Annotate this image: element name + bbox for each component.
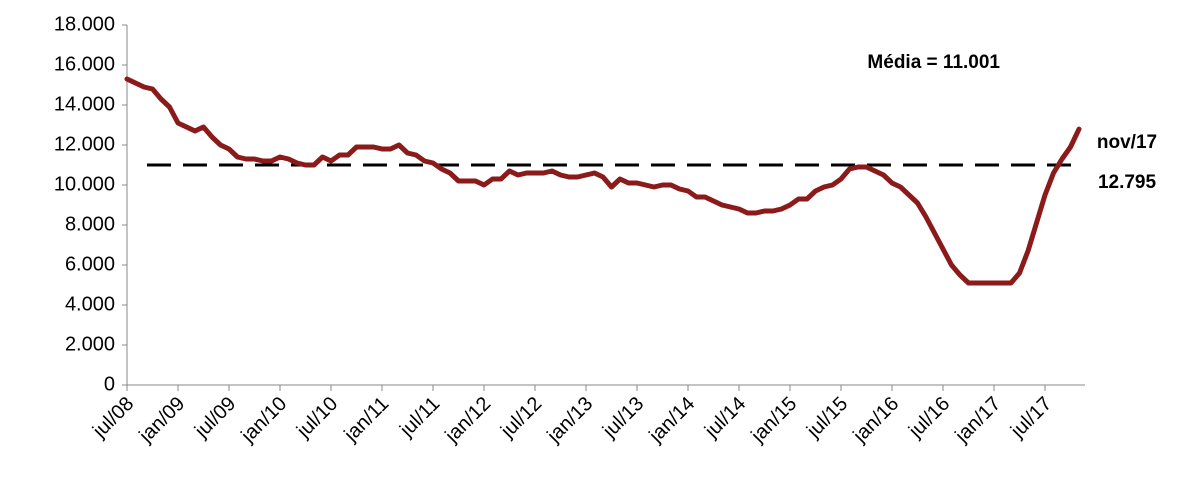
y-tick-label: 6.000 — [65, 253, 115, 275]
x-tick-label: jan/09 — [134, 393, 189, 448]
x-tick-label: jan/10 — [236, 393, 291, 448]
last-value-label: 12.795 — [1098, 172, 1157, 193]
x-tick-label: jul/10 — [292, 393, 342, 443]
x-tick-label: jul/11 — [395, 393, 444, 442]
y-tick-label: 18.000 — [54, 13, 115, 35]
x-tick-label: jul/14 — [700, 393, 750, 443]
y-tick-label: 2.000 — [65, 333, 115, 355]
y-tick-label: 16.000 — [54, 53, 115, 75]
y-tick-label: 14.000 — [54, 93, 115, 115]
y-tick-label: 10.000 — [54, 173, 115, 195]
y-tick-label: 12.000 — [54, 133, 115, 155]
x-tick-label: jan/13 — [542, 393, 597, 448]
y-tick-label: 8.000 — [65, 213, 115, 235]
x-tick-label: jul/13 — [598, 393, 648, 443]
x-tick-label: jan/12 — [440, 393, 495, 448]
x-tick-label: jul/17 — [1006, 393, 1056, 443]
x-tick-label: jan/15 — [746, 393, 801, 448]
series-line — [124, 76, 1082, 286]
x-tick-label: jan/17 — [950, 393, 1005, 448]
last-point-label: nov/17 — [1097, 132, 1157, 153]
x-tick-label: jan/16 — [848, 393, 903, 448]
x-tick-label: jul/09 — [190, 393, 240, 443]
y-tick-label: 0 — [104, 373, 115, 395]
x-tick-label: jul/16 — [904, 393, 954, 443]
x-tick-label: jul/12 — [496, 393, 546, 443]
x-tick-label: jul/08 — [88, 393, 138, 443]
y-tick-label: 4.000 — [65, 293, 115, 315]
mean-annotation: Média = 11.001 — [867, 52, 1000, 73]
x-tick-label: jul/15 — [802, 393, 852, 443]
x-tick-label: jan/14 — [644, 393, 699, 448]
x-tick-label: jan/11 — [340, 393, 394, 447]
